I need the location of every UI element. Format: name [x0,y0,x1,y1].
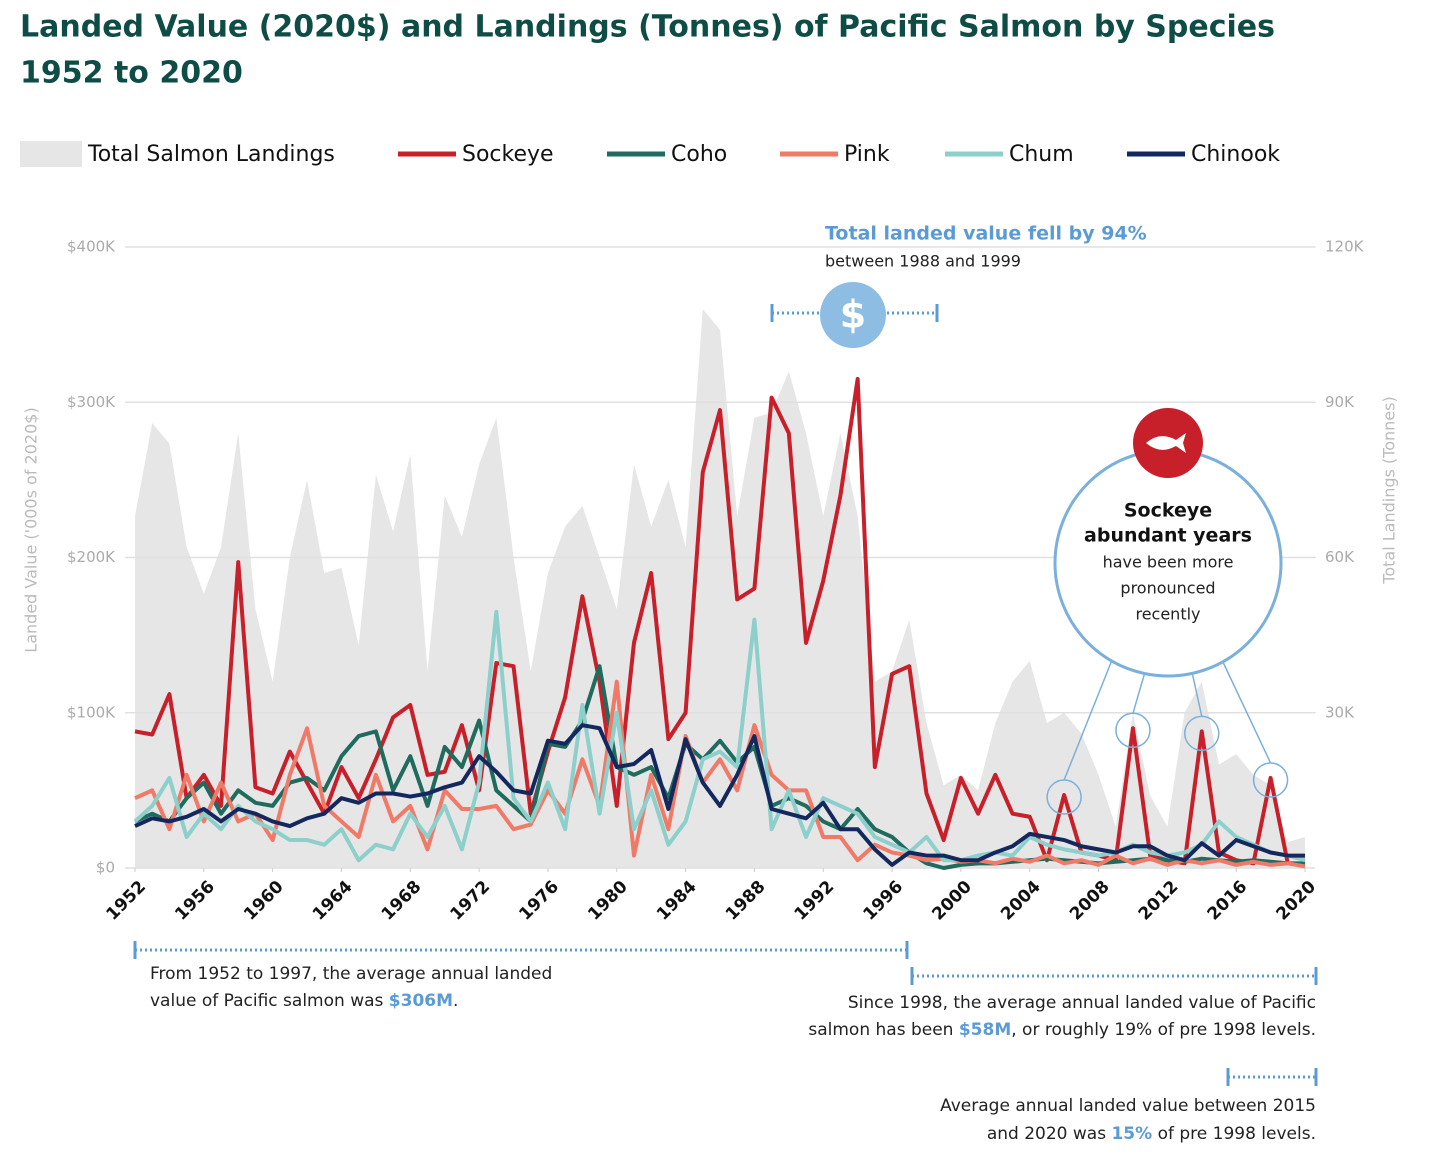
x-tick-label: 2000 [928,877,976,925]
chart-title: Landed Value (2020$) and Landings (Tonne… [20,10,1275,45]
y2-tick-label: 60K [1325,548,1355,566]
legend-label: Total Salmon Landings [87,142,335,167]
x-tick-label: 1976 [515,877,563,925]
y-axis-title: Landed Value ('000s of 2020$) [22,407,41,652]
x-tick-label: 1968 [378,877,426,925]
note-highlight: 15% [1111,1124,1152,1144]
callout-text: pronounced [1120,579,1215,598]
x-tick-label: 1984 [653,877,701,925]
note-text: Since 1998, the average annual landed va… [848,993,1316,1013]
note-text: . [453,991,458,1011]
callout-marker [1252,762,1289,798]
callout-marker [1184,715,1220,752]
callout-text: have been more [1103,553,1234,572]
legend-swatch [20,141,82,167]
callout-marker [1046,779,1082,815]
note-text: Average annual landed value between 2015 [940,1096,1316,1116]
y2-tick-label: 90K [1325,393,1355,411]
callout-link [1191,671,1203,717]
callout-headline: Sockeye [1124,500,1212,522]
x-tick-label: 2004 [997,877,1045,925]
note-highlight: $306M [389,991,453,1011]
y2-axis-title: Total Landings (Tonnes) [1380,396,1399,584]
x-tick-label: 2008 [1066,877,1114,925]
x-tick-label: 1960 [240,877,288,925]
note: value of Pacific salmon was $306M. [150,991,458,1011]
callout-link [1063,659,1113,781]
area [135,309,1305,869]
note-text: salmon has been [808,1020,958,1040]
legend-label: Chum [1009,142,1074,167]
annotation-headline: Total landed value fell by 94% [825,223,1147,245]
x-tick-label: 1980 [584,877,632,925]
note-text: of pre 1998 levels. [1152,1124,1316,1144]
x-tick-label: 2020 [1272,877,1320,925]
callout-text: recently [1135,605,1200,624]
fish-shape [1146,433,1186,453]
y-tick-label: $200K [67,548,116,566]
note: From 1952 to 1997, the average annual la… [150,964,552,984]
note: Since 1998, the average annual landed va… [848,993,1316,1013]
callout-links [1063,659,1272,781]
callout-marker [1115,712,1151,749]
line [134,664,1305,870]
dollar-icon [820,282,886,348]
line [134,723,1305,867]
note-highlight: $58M [959,1020,1011,1040]
y-tick-label: $400K [67,238,116,256]
x-tick-label: 1956 [171,877,219,925]
legend-label: Coho [671,142,727,167]
dollar-icon-text: $ [840,293,866,337]
x-tick-label: 1952 [102,877,150,925]
callout-link [1132,671,1146,714]
legend-label: Pink [844,142,890,167]
x-tick-label: 1992 [791,877,839,925]
line [133,609,1306,863]
y-tick-label: $300K [67,393,116,411]
x-tick-label: 1964 [309,877,357,925]
y-tick-label: $0 [96,859,115,877]
chart-subtitle: 1952 to 2020 [20,56,243,91]
x-tick-label: 1988 [722,877,770,925]
annotation-text: between 1988 and 1999 [825,252,1021,271]
y2-tick-label: 120K [1325,238,1365,256]
note: Average annual landed value between 2015 [940,1096,1316,1116]
x-tick-label: 2016 [1204,877,1252,925]
note: and 2020 was 15% of pre 1998 levels. [987,1124,1316,1144]
legend-label: Sockeye [462,142,554,167]
note-text: From 1952 to 1997, the average annual la… [150,964,552,984]
x-tick-label: 2012 [1135,877,1183,925]
note-text: value of Pacific salmon was [150,991,389,1011]
legend-label: Chinook [1191,142,1280,167]
y-tick-label: $100K [67,703,116,721]
note-text: , or roughly 19% of pre 1998 levels. [1011,1020,1316,1040]
x-tick-label: 1996 [860,877,908,925]
y2-tick-label: 30K [1325,703,1355,721]
x-tick-label: 1972 [447,877,495,925]
note-text: and 2020 was [987,1124,1112,1144]
callout-headline: abundant years [1084,525,1252,547]
note: salmon has been $58M, or roughly 19% of … [808,1020,1316,1040]
callout-link [1221,659,1272,764]
